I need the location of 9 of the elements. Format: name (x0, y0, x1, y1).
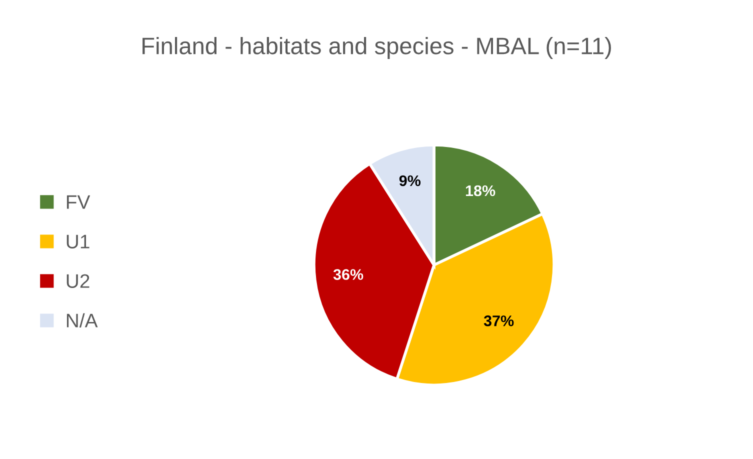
chart-title: Finland - habitats and species - MBAL (n=11) (142, 36, 611, 60)
data-label: 36% (333, 269, 364, 280)
data-label: 18% (466, 185, 496, 196)
legend-label: U1 (66, 234, 90, 248)
data-label: 37% (484, 315, 514, 326)
legend-label: U2 (66, 274, 90, 288)
legend-label: N/A (66, 313, 98, 328)
data-label: 9% (399, 175, 421, 186)
legend-label: FV (66, 195, 90, 209)
